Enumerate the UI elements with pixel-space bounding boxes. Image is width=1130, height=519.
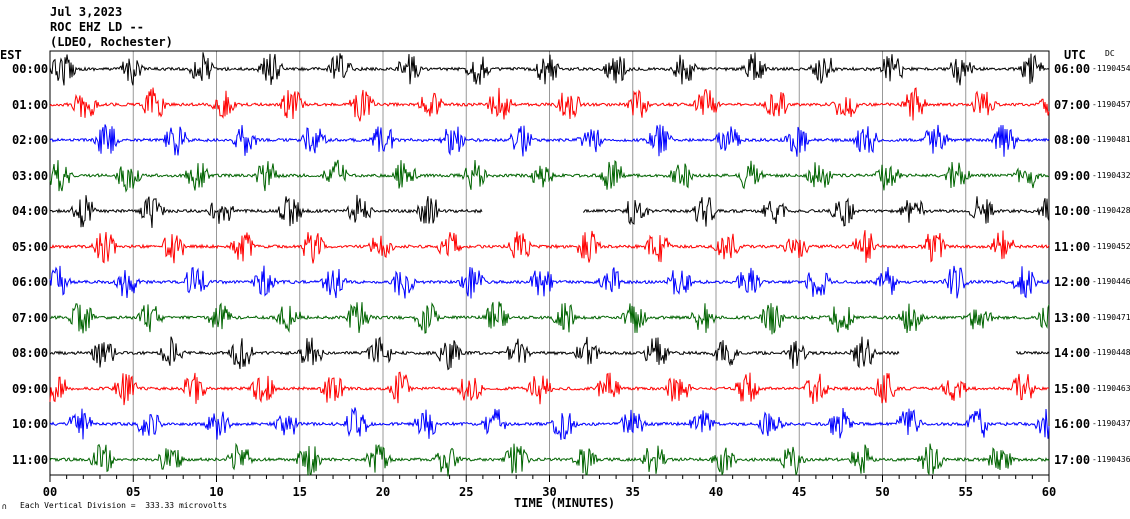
trace-row-0400 [49, 194, 1050, 228]
x-tick-label: 50 [875, 485, 890, 499]
x-tick-label: 15 [292, 485, 307, 499]
est-row-label: 09:00 [12, 381, 49, 396]
trace-row-0200 [49, 124, 1050, 157]
x-tick-label: 60 [1041, 485, 1057, 499]
footer-mark: ∩ [2, 502, 7, 511]
network-label: (LDEO, Rochester) [50, 35, 173, 49]
est-row-label: 11:00 [12, 452, 49, 467]
dc-value: -1190457 [1092, 99, 1130, 109]
dc-value: -1190471 [1092, 312, 1130, 322]
trace-row-1000 [49, 407, 1050, 440]
dc-value: -1190448 [1092, 348, 1130, 357]
trace-row-0500 [49, 230, 1050, 264]
utc-row-label: 12:00 [1054, 275, 1091, 289]
trace-row-0100 [49, 87, 1050, 122]
utc-row-label: 11:00 [1054, 239, 1091, 254]
est-row-label: 10:00 [12, 417, 49, 431]
est-row-label: 01:00 [12, 97, 49, 112]
est-row-label: 03:00 [12, 168, 49, 183]
trace-row-1100 [49, 442, 1050, 477]
dc-value: -1190481 [1092, 135, 1130, 144]
x-tick-label: 40 [708, 485, 724, 499]
utc-row-label: 16:00 [1054, 417, 1091, 431]
utc-row-label: 07:00 [1054, 97, 1091, 112]
trace-row-0800 [49, 336, 1050, 371]
utc-row-label: 09:00 [1054, 168, 1091, 183]
est-row-label: 00:00 [12, 62, 49, 76]
utc-row-label: 13:00 [1054, 310, 1091, 325]
x-tick-label: 10 [209, 485, 224, 499]
dc-value: -1190428 [1092, 206, 1130, 215]
utc-row-label: 06:00 [1054, 62, 1091, 76]
trace-row-0000 [49, 52, 1050, 86]
station-label: ROC EHZ LD -- [50, 20, 144, 34]
utc-label: UTC [1064, 48, 1086, 62]
utc-row-label: 10:00 [1054, 204, 1091, 218]
trace-row-0300 [49, 159, 1050, 193]
date-label: Jul 3,2023 [50, 5, 123, 19]
est-row-label: 02:00 [12, 133, 49, 147]
est-label: EST [0, 48, 22, 62]
est-row-label: 05:00 [12, 239, 49, 254]
x-tick-label: 35 [625, 485, 640, 499]
x-tick-label: 30 [542, 485, 557, 499]
utc-row-label: 08:00 [1054, 133, 1091, 147]
x-tick-label: 20 [375, 485, 391, 499]
utc-row-label: 14:00 [1054, 346, 1091, 360]
dc-value: -1190463 [1092, 383, 1130, 393]
trace-row-0900 [49, 371, 1050, 406]
trace-row-0700 [49, 301, 1050, 335]
dc-label: DC [1105, 49, 1115, 58]
dc-value: -1190454 [1092, 64, 1130, 73]
trace-row-0600 [49, 265, 1050, 299]
est-row-label: 06:00 [12, 275, 49, 289]
dc-value: -1190437 [1092, 419, 1130, 428]
dc-value: -1190452 [1092, 241, 1130, 251]
est-row-label: 08:00 [12, 346, 49, 360]
est-row-label: 07:00 [12, 310, 49, 325]
scale-text: Each Vertical Division = 333.33 microvol… [20, 501, 228, 510]
x-axis-title: TIME (MINUTES) [514, 496, 616, 510]
x-tick-label: 00 [42, 485, 58, 499]
dc-value: -1190432 [1092, 170, 1130, 180]
utc-row-label: 17:00 [1054, 452, 1091, 467]
dc-value: -1190446 [1092, 277, 1130, 286]
dc-value: -1190436 [1092, 454, 1130, 464]
x-tick-label: 55 [958, 485, 973, 499]
x-tick-label: 25 [459, 485, 474, 499]
est-row-label: 04:00 [12, 204, 49, 218]
x-tick-label: 05 [126, 485, 141, 499]
x-tick-label: 45 [792, 485, 807, 499]
utc-row-label: 15:00 [1054, 381, 1091, 396]
